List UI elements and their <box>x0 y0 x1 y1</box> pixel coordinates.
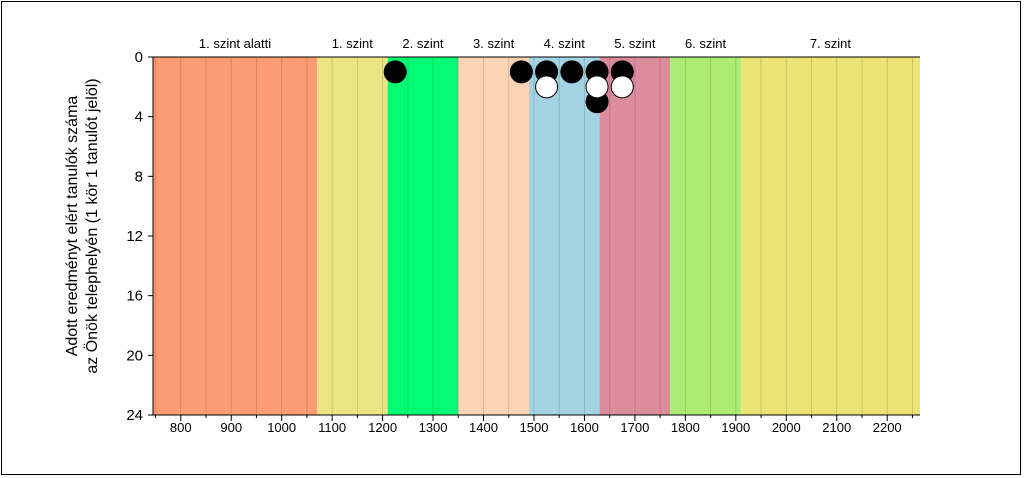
data-point <box>535 75 559 99</box>
x-tick-label: 900 <box>220 420 242 435</box>
x-tick-label: 2000 <box>772 420 801 435</box>
x-tick-label: 1500 <box>520 420 549 435</box>
level-label: 5. szint <box>614 36 656 51</box>
data-point <box>560 60 584 84</box>
level-band <box>316 57 388 415</box>
minor-gridlines <box>155 57 913 415</box>
level-band <box>599 57 671 415</box>
y-tick-labels: 0 4 8 12 16 20 24 <box>126 49 143 424</box>
x-tick-label: 1700 <box>620 420 649 435</box>
level-band <box>458 57 529 415</box>
level-label: 3. szint <box>473 36 515 51</box>
x-tick-label: 1800 <box>671 420 700 435</box>
x-tick-label: 800 <box>170 420 192 435</box>
y-tick-label: 12 <box>126 228 143 245</box>
y-tick-label: 0 <box>135 49 143 66</box>
y-axis-label-line-2: az Önök telephelyén (1 kör 1 tanulót jel… <box>83 78 101 373</box>
level-label: 4. szint <box>544 36 586 51</box>
data-point <box>610 75 634 99</box>
level-labels: 1. szint alatti 1. szint 2. szint 3. szint 4… <box>199 36 852 51</box>
x-tick-label: 1900 <box>721 420 750 435</box>
level-label: 7. szint <box>810 36 852 51</box>
x-tick-label: 1600 <box>570 420 599 435</box>
level-band <box>387 57 459 415</box>
data-point <box>383 60 407 84</box>
y-tick-label: 24 <box>126 407 143 424</box>
x-tick-label: 2100 <box>822 420 851 435</box>
level-label: 1. szint alatti <box>199 36 271 51</box>
level-bands <box>153 57 920 415</box>
data-point <box>509 60 533 84</box>
y-tick-label: 4 <box>135 109 143 126</box>
data-points <box>383 60 634 114</box>
x-tick-label: 1100 <box>318 420 346 435</box>
x-tick-labels: 800 900 1000 1100 1200 1300 1400 1500 1600 1700 18… <box>170 420 902 435</box>
y-tick-label: 16 <box>126 288 143 305</box>
level-band <box>153 57 317 415</box>
x-tick-label: 1300 <box>419 420 448 435</box>
level-label: 1. szint <box>332 36 374 51</box>
x-tick-label: 2200 <box>873 420 902 435</box>
level-label: 2. szint <box>402 36 444 51</box>
level-band <box>670 57 741 415</box>
y-tick-label: 20 <box>126 347 143 364</box>
x-tick-label: 1400 <box>469 420 498 435</box>
level-label: 6. szint <box>685 36 727 51</box>
y-tick-label: 8 <box>135 168 143 185</box>
y-axis-label-line-1: Adott eredményt elért tanulók száma <box>64 96 81 357</box>
data-point <box>585 75 609 99</box>
x-tick-label: 1000 <box>267 420 296 435</box>
axes <box>148 56 920 421</box>
level-band <box>528 57 600 415</box>
level-band <box>740 57 920 415</box>
x-tick-label: 1200 <box>368 420 397 435</box>
